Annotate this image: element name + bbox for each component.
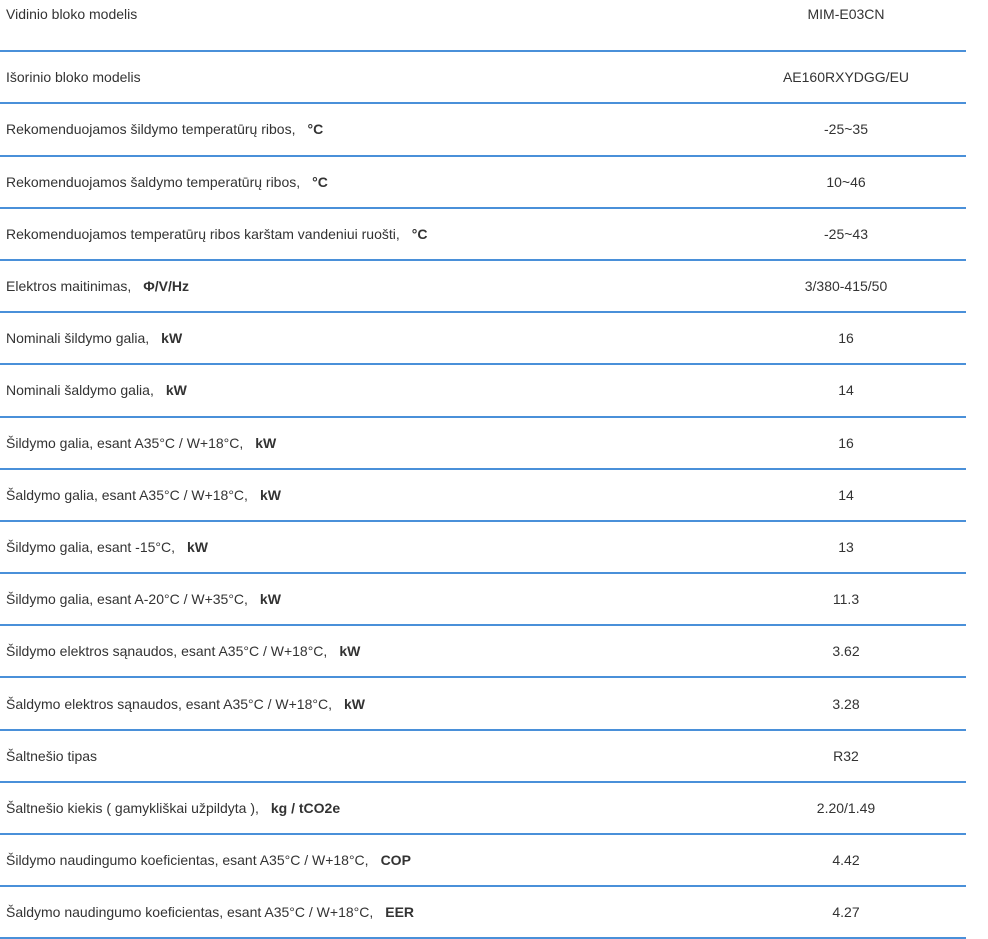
spec-label-text: Šildymo galia, esant A-20°C / W+35°C, — [6, 591, 248, 608]
spec-table: Vidinio bloko modelis MIM-E03CN Išorinio b… — [0, 0, 966, 939]
spec-label: Vidinio bloko modelis — [6, 6, 137, 22]
spec-value: 14 — [838, 382, 854, 399]
spec-unit: kW — [255, 434, 277, 451]
spec-label: Šildymo galia, esant A-20°C / W+35°C, kW — [6, 591, 281, 607]
spec-row: Šaldymo elektros sąnaudos, esant A35°C /… — [0, 678, 966, 731]
spec-label-text: Šildymo naudingumo koeficientas, esant A… — [6, 852, 369, 869]
spec-label: Elektros maitinimas, Φ/V/Hz — [6, 278, 189, 294]
spec-value: 16 — [838, 434, 854, 451]
spec-label: Šildymo galia, esant A35°C / W+18°C, kW — [6, 435, 276, 451]
spec-value: 3.28 — [832, 695, 860, 712]
spec-value: 13 — [838, 538, 854, 555]
spec-unit: °C — [307, 121, 324, 138]
spec-row: Rekomenduojamos šaldymo temperatūrų ribo… — [0, 157, 966, 209]
spec-row: Šildymo elektros sąnaudos, esant A35°C /… — [0, 626, 966, 679]
spec-row: Šaltnešio kiekis ( gamykliškai užpildyta… — [0, 783, 966, 835]
spec-label: Išorinio bloko modelis — [6, 69, 141, 85]
spec-label: Nominali šaldymo galia, kW — [6, 382, 187, 398]
spec-label-text: Šaltnešio tipas — [6, 747, 98, 764]
spec-value: 4.42 — [832, 852, 860, 869]
spec-unit: °C — [411, 225, 428, 242]
spec-label-text: Rekomenduojamos šaldymo temperatūrų ribo… — [6, 173, 301, 190]
spec-unit: kW — [259, 486, 281, 503]
spec-label: Šaldymo naudingumo koeficientas, esant A… — [6, 904, 414, 920]
spec-label: Šaldymo elektros sąnaudos, esant A35°C /… — [6, 696, 365, 712]
spec-value: 3/380-415/50 — [804, 278, 888, 295]
spec-label-text: Išorinio bloko modelis — [6, 69, 141, 86]
spec-value: MIM-E03CN — [807, 6, 885, 22]
spec-row: Nominali šildymo galia, kW 16 — [0, 313, 966, 366]
spec-label: Šildymo elektros sąnaudos, esant A35°C /… — [6, 643, 360, 659]
spec-value: 16 — [838, 330, 854, 347]
spec-unit: Φ/V/Hz — [143, 278, 189, 295]
spec-unit: kW — [165, 382, 187, 399]
spec-value: -25~35 — [824, 121, 868, 138]
spec-value: -25~43 — [824, 225, 868, 242]
spec-unit: EER — [385, 904, 415, 921]
spec-row: Šildymo galia, esant A-20°C / W+35°C, kW 1… — [0, 574, 966, 627]
spec-label: Šaldymo galia, esant A35°C / W+18°C, kW — [6, 487, 281, 503]
spec-label-text: Rekomenduojamos temperatūrų ribos karšta… — [6, 225, 400, 242]
spec-label-text: Šaltnešio kiekis ( gamykliškai užpildyta… — [6, 799, 259, 816]
spec-unit: kW — [339, 643, 361, 660]
spec-row: Šildymo naudingumo koeficientas, esant A… — [0, 835, 966, 888]
spec-unit: kW — [259, 591, 281, 608]
spec-unit: kW — [343, 695, 365, 712]
spec-value: 10~46 — [826, 173, 866, 190]
spec-value: 3.62 — [832, 643, 860, 660]
spec-value: 11.3 — [832, 591, 860, 608]
spec-label: Šildymo galia, esant -15°C, kW — [6, 539, 208, 555]
spec-row: Rekomenduojamos šildymo temperatūrų ribo… — [0, 104, 966, 157]
spec-unit: kW — [187, 538, 209, 555]
spec-label: Šaltnešio tipas — [6, 748, 97, 764]
spec-label-text: Šaldymo naudingumo koeficientas, esant A… — [6, 904, 374, 921]
spec-label: Šildymo naudingumo koeficientas, esant A… — [6, 852, 411, 868]
spec-unit: kg / tCO2e — [270, 799, 341, 816]
spec-unit: COP — [380, 852, 411, 869]
spec-row: Šildymo galia, esant -15°C, kW 13 — [0, 522, 966, 575]
spec-value: 14 — [838, 486, 854, 503]
spec-value: R32 — [833, 747, 859, 764]
spec-row: Rekomenduojamos temperatūrų ribos karšta… — [0, 209, 966, 261]
spec-label-text: Rekomenduojamos šildymo temperatūrų ribo… — [6, 121, 296, 138]
spec-label-text: Šildymo galia, esant -15°C, — [6, 538, 176, 555]
spec-label: Rekomenduojamos šildymo temperatūrų ribo… — [6, 121, 323, 137]
spec-label-text: Šildymo galia, esant A35°C / W+18°C, — [6, 434, 244, 451]
spec-label-text: Elektros maitinimas, — [6, 278, 132, 295]
spec-row: Vidinio bloko modelis MIM-E03CN — [0, 0, 966, 53]
spec-row: Nominali šaldymo galia, kW 14 — [0, 365, 966, 418]
spec-label: Rekomenduojamos šaldymo temperatūrų ribo… — [6, 174, 328, 190]
spec-label-text: Nominali šildymo galia, — [6, 330, 150, 347]
spec-label-text: Šaldymo elektros sąnaudos, esant A35°C /… — [6, 695, 332, 712]
spec-label-text: Nominali šaldymo galia, — [6, 382, 154, 399]
spec-row: Elektros maitinimas, Φ/V/Hz 3/380-415/50 — [0, 261, 966, 314]
spec-unit: °C — [312, 173, 328, 190]
spec-unit: kW — [161, 330, 183, 347]
spec-row: Šaldymo naudingumo koeficientas, esant A… — [0, 887, 966, 939]
spec-row: Išorinio bloko modelis AE160RXYDGG/EU — [0, 52, 966, 105]
spec-label: Šaltnešio kiekis ( gamykliškai užpildyta… — [6, 800, 340, 816]
spec-label-text: Šildymo elektros sąnaudos, esant A35°C /… — [6, 643, 328, 660]
spec-value: AE160RXYDGG/EU — [782, 69, 910, 86]
spec-label-text: Vidinio bloko modelis — [6, 6, 138, 22]
spec-row: Šaltnešio tipas R32 — [0, 731, 966, 783]
spec-row: Šaldymo galia, esant A35°C / W+18°C, kW 14 — [0, 470, 966, 522]
spec-value: 2.20/1.49 — [816, 799, 876, 816]
spec-value: 4.27 — [832, 904, 860, 921]
spec-label: Rekomenduojamos temperatūrų ribos karšta… — [6, 226, 427, 242]
spec-label: Nominali šildymo galia, kW — [6, 330, 182, 346]
spec-row: Šildymo galia, esant A35°C / W+18°C, kW 16 — [0, 418, 966, 470]
spec-label-text: Šaldymo galia, esant A35°C / W+18°C, — [6, 486, 248, 503]
